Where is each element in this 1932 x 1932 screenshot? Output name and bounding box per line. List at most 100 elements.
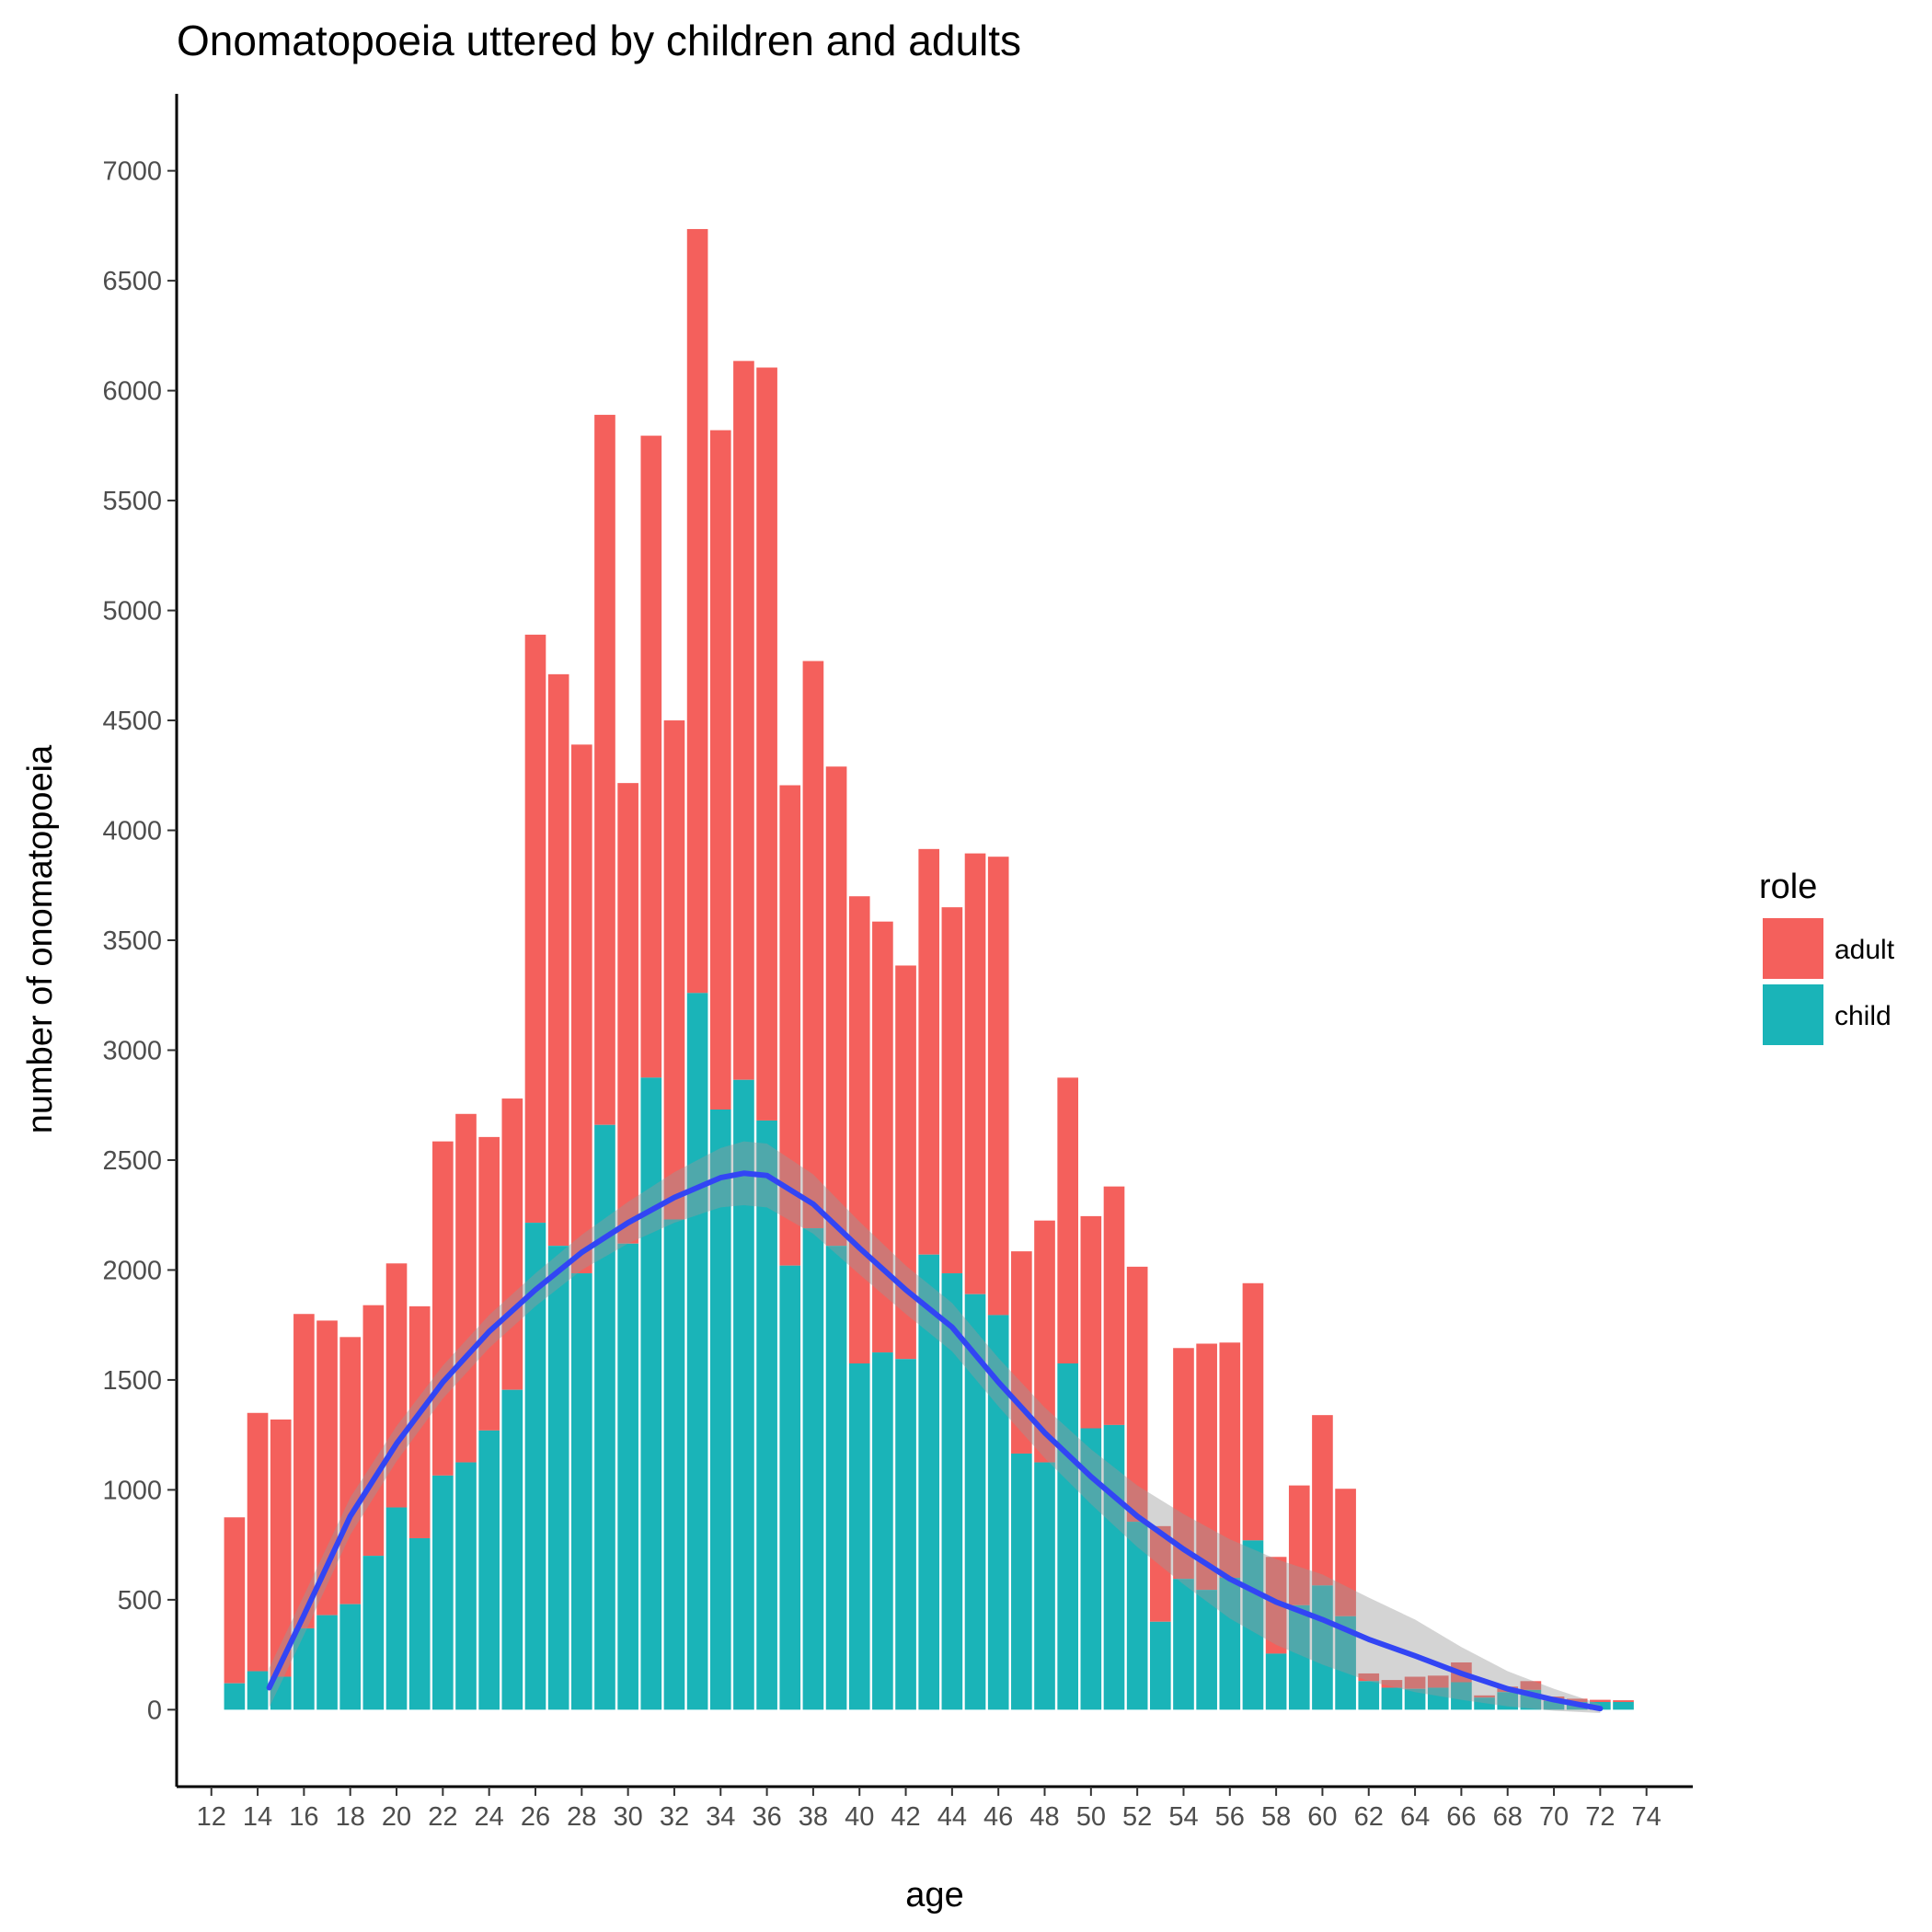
bar-child-age-50 — [1080, 1428, 1102, 1710]
bar-adult-age-69 — [1520, 1681, 1542, 1690]
x-tick-label: 74 — [1632, 1802, 1662, 1832]
bar-child-age-15 — [270, 1676, 292, 1710]
bar-adult-age-63 — [1381, 1680, 1403, 1688]
bar-adult-age-14 — [247, 1412, 269, 1672]
bar-child-age-19 — [362, 1556, 385, 1710]
bar-adult-age-59 — [1288, 1485, 1310, 1605]
bar-adult-age-25 — [501, 1098, 523, 1390]
bar-child-age-52 — [1126, 1522, 1148, 1710]
bar-child-age-32 — [663, 1219, 685, 1710]
y-tick-label: 1500 — [102, 1366, 162, 1396]
bar-adult-age-37 — [779, 785, 801, 1266]
bar-adult-age-30 — [617, 783, 638, 1244]
bar-adult-age-43 — [918, 848, 940, 1255]
bar-adult-age-26 — [524, 634, 546, 1224]
bar-child-age-38 — [802, 1228, 824, 1710]
x-tick-label: 48 — [1029, 1802, 1059, 1832]
bar-child-age-44 — [941, 1273, 963, 1710]
bar-child-age-70 — [1543, 1700, 1565, 1710]
x-tick-label: 32 — [660, 1802, 689, 1832]
x-tick-label: 18 — [336, 1802, 365, 1832]
legend-swatch-adult — [1763, 918, 1823, 979]
x-tick-label: 56 — [1215, 1802, 1245, 1832]
bar-adult-age-58 — [1265, 1557, 1287, 1654]
y-tick-label: 0 — [147, 1696, 162, 1725]
bar-adult-age-44 — [941, 907, 963, 1274]
legend-label-child: child — [1834, 1001, 1892, 1031]
bar-adult-age-53 — [1149, 1525, 1171, 1622]
bar-child-age-65 — [1427, 1687, 1449, 1710]
bar-child-age-28 — [570, 1273, 592, 1710]
bar-adult-age-67 — [1474, 1695, 1495, 1698]
x-tick-label: 50 — [1076, 1802, 1106, 1832]
x-tick-label: 26 — [521, 1802, 550, 1832]
bar-child-age-26 — [524, 1223, 546, 1710]
bar-adult-age-51 — [1103, 1186, 1125, 1425]
bar-child-age-14 — [247, 1671, 269, 1710]
y-tick-label: 6000 — [102, 377, 162, 407]
x-tick-label: 54 — [1168, 1802, 1198, 1832]
bar-adult-age-27 — [547, 673, 569, 1247]
bar-adult-age-36 — [756, 367, 777, 1121]
bar-child-age-56 — [1219, 1577, 1241, 1710]
x-tick-label: 62 — [1354, 1802, 1384, 1832]
bar-adult-age-73 — [1613, 1700, 1634, 1702]
bar-adult-age-18 — [339, 1337, 362, 1604]
bar-adult-age-31 — [640, 435, 662, 1078]
bar-child-age-62 — [1358, 1681, 1380, 1710]
y-axis-title: number of onomatopoeia — [21, 744, 60, 1133]
x-tick-label: 38 — [799, 1802, 828, 1832]
bar-child-age-18 — [339, 1604, 362, 1710]
y-tick-label: 6500 — [102, 267, 162, 296]
chart-title: Onomatopoeia uttered by children and adu… — [177, 17, 1021, 64]
bar-adult-age-49 — [1057, 1077, 1078, 1363]
y-tick-label: 3000 — [102, 1036, 162, 1065]
bar-adult-age-35 — [733, 361, 754, 1080]
bar-child-age-53 — [1149, 1621, 1171, 1710]
bar-adult-age-41 — [872, 921, 893, 1353]
y-tick-label: 4500 — [102, 707, 162, 736]
bar-adult-age-16 — [293, 1314, 315, 1628]
bar-child-age-51 — [1103, 1424, 1125, 1710]
bar-child-age-54 — [1173, 1579, 1194, 1710]
y-tick-label: 4000 — [102, 817, 162, 846]
bar-child-age-33 — [686, 993, 708, 1710]
bar-adult-age-45 — [964, 853, 986, 1294]
y-tick-label: 1000 — [102, 1476, 162, 1505]
x-tick-label: 12 — [197, 1802, 226, 1832]
y-axis-ticks: 0 500 1000 1500 2000 2500 3000 3500 4000 4500 5000… — [102, 157, 177, 1725]
x-tick-label: 52 — [1122, 1802, 1152, 1832]
bar-child-age-23 — [455, 1462, 477, 1710]
bar-child-age-29 — [594, 1124, 615, 1710]
bar-child-age-16 — [293, 1627, 315, 1710]
bar-adult-age-19 — [362, 1305, 385, 1557]
bar-adult-age-32 — [663, 720, 685, 1220]
bar-adult-age-39 — [825, 766, 847, 1247]
bar-adult-age-17 — [316, 1320, 338, 1616]
x-tick-label: 60 — [1307, 1802, 1337, 1832]
bar-adult-age-52 — [1126, 1266, 1148, 1523]
bar-child-age-55 — [1196, 1590, 1217, 1710]
legend-label-adult: adult — [1834, 935, 1895, 965]
smooth-confidence-band — [269, 1141, 1601, 1713]
bar-child-age-68 — [1497, 1692, 1519, 1710]
bar-child-age-64 — [1404, 1688, 1426, 1710]
x-tick-label: 20 — [382, 1802, 411, 1832]
smooth-trend-line — [266, 1170, 1604, 1712]
y-tick-label: 5500 — [102, 487, 162, 516]
x-tick-label: 24 — [475, 1802, 504, 1832]
bar-adult-age-21 — [408, 1305, 431, 1538]
x-axis-title: age — [905, 1876, 963, 1915]
bar-adult-age-33 — [686, 228, 708, 994]
bar-child-age-17 — [316, 1615, 338, 1710]
bar-child-age-59 — [1288, 1604, 1310, 1710]
bar-adult-age-50 — [1080, 1215, 1102, 1429]
bar-child-age-13 — [224, 1683, 246, 1710]
bar-adult-age-38 — [802, 661, 824, 1229]
bar-adult-age-65 — [1427, 1675, 1449, 1688]
bar-adult-age-40 — [848, 896, 870, 1363]
bar-adult-age-71 — [1566, 1698, 1588, 1702]
bar-adult-age-48 — [1034, 1220, 1055, 1463]
bar-child-age-67 — [1474, 1697, 1495, 1710]
